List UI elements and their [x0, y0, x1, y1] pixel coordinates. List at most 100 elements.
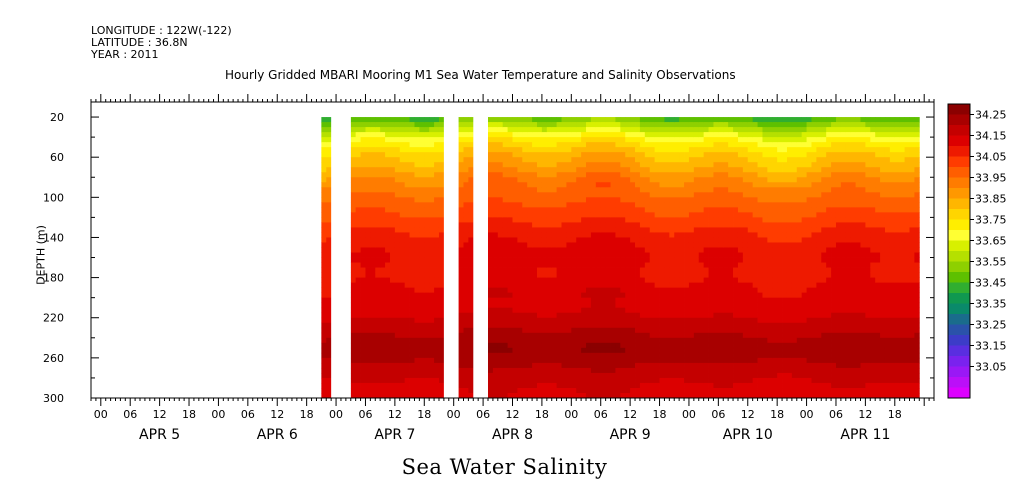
salinity-cell [389, 387, 396, 394]
salinity-cell [537, 132, 543, 138]
salinity-cell [566, 182, 572, 188]
salinity-cell [487, 232, 494, 238]
salinity-cell [737, 347, 744, 354]
salinity-cell [502, 292, 508, 299]
salinity-cell [321, 157, 327, 163]
salinity-cell [664, 272, 670, 278]
salinity-cell [468, 347, 474, 354]
salinity-cell [409, 127, 415, 133]
salinity-cell [752, 117, 758, 123]
salinity-cell [497, 332, 504, 339]
salinity-cell [669, 217, 675, 223]
salinity-cell [512, 277, 518, 284]
salinity-cell [321, 302, 327, 309]
salinity-cell [566, 152, 572, 158]
salinity-cell [733, 132, 739, 138]
salinity-cell [429, 337, 435, 344]
salinity-cell [487, 177, 494, 183]
salinity-cell [757, 157, 763, 163]
salinity-cell [708, 192, 714, 198]
salinity-cell [326, 357, 332, 364]
salinity-cell [703, 117, 709, 123]
salinity-cell [728, 192, 734, 198]
salinity-cell [355, 167, 361, 173]
salinity-cell [517, 347, 523, 354]
salinity-cell [586, 172, 592, 178]
salinity-cell [438, 292, 445, 299]
salinity-cell [566, 362, 572, 369]
salinity-cell [409, 282, 415, 289]
salinity-cell [664, 152, 670, 158]
salinity-cell [541, 187, 548, 193]
salinity-cell [561, 162, 567, 168]
salinity-cell [517, 262, 523, 268]
salinity-cell [365, 217, 371, 223]
salinity-cell [635, 302, 641, 309]
salinity-cell [703, 197, 709, 203]
salinity-cell [429, 157, 435, 163]
salinity-cell [434, 227, 440, 233]
salinity-cell [546, 317, 553, 324]
salinity-cell [669, 337, 675, 344]
salinity-cell [757, 292, 763, 299]
salinity-cell [576, 232, 582, 238]
salinity-cell [713, 242, 719, 248]
salinity-cell [752, 137, 758, 143]
salinity-cell [370, 337, 376, 344]
salinity-cell [429, 232, 435, 238]
salinity-cell [742, 187, 749, 193]
salinity-cell [728, 227, 734, 233]
salinity-cell [684, 232, 690, 238]
salinity-cell [566, 172, 572, 178]
salinity-cell [625, 292, 631, 299]
salinity-cell [772, 142, 778, 148]
salinity-cell [434, 237, 440, 243]
salinity-cell [438, 177, 445, 183]
salinity-cell [713, 367, 719, 374]
salinity-cell [419, 377, 425, 384]
salinity-cell [546, 177, 553, 183]
salinity-cell [541, 142, 548, 148]
salinity-cell [669, 147, 675, 153]
salinity-cell [620, 262, 626, 268]
salinity-cell [762, 182, 768, 188]
salinity-cell [414, 262, 420, 268]
salinity-cell [326, 332, 332, 339]
salinity-cell [355, 287, 361, 294]
salinity-cell [326, 307, 332, 314]
salinity-cell [561, 387, 567, 394]
salinity-cell [630, 347, 636, 354]
salinity-cell [365, 277, 371, 284]
salinity-cell [639, 122, 646, 128]
salinity-cell [703, 147, 709, 153]
salinity-cell [438, 157, 445, 163]
salinity-cell [527, 187, 533, 193]
salinity-cell [424, 372, 430, 379]
salinity-cell [713, 177, 719, 183]
salinity-cell [708, 237, 714, 243]
salinity-cell [595, 327, 602, 334]
salinity-cell [556, 122, 562, 128]
salinity-cell [708, 207, 714, 213]
salinity-cell [595, 167, 602, 173]
salinity-cell [728, 342, 734, 349]
salinity-cell [502, 242, 508, 248]
salinity-cell [718, 127, 724, 133]
salinity-cell [561, 122, 567, 128]
salinity-cell [605, 262, 611, 268]
salinity-cell [595, 287, 602, 294]
salinity-cell [438, 142, 445, 148]
salinity-cell [620, 182, 626, 188]
salinity-cell [693, 117, 700, 123]
salinity-cell [463, 142, 469, 148]
salinity-cell [365, 237, 371, 243]
salinity-cell [728, 372, 734, 379]
salinity-cell [620, 217, 626, 223]
salinity-cell [527, 352, 533, 359]
salinity-cell [615, 232, 621, 238]
salinity-cell [375, 282, 381, 289]
salinity-cell [429, 392, 435, 399]
salinity-cell [718, 272, 724, 278]
salinity-cell [615, 142, 621, 148]
salinity-cell [590, 257, 597, 263]
